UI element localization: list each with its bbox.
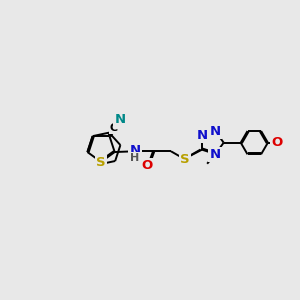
Text: S: S: [96, 156, 106, 169]
Text: O: O: [142, 159, 153, 172]
Text: N: N: [210, 125, 221, 138]
Text: O: O: [271, 136, 282, 149]
Text: C: C: [110, 124, 118, 134]
Text: N: N: [196, 129, 208, 142]
Text: N: N: [130, 144, 141, 158]
Text: N: N: [115, 113, 126, 126]
Text: H: H: [130, 153, 140, 163]
Text: S: S: [180, 153, 190, 166]
Text: N: N: [209, 148, 220, 161]
